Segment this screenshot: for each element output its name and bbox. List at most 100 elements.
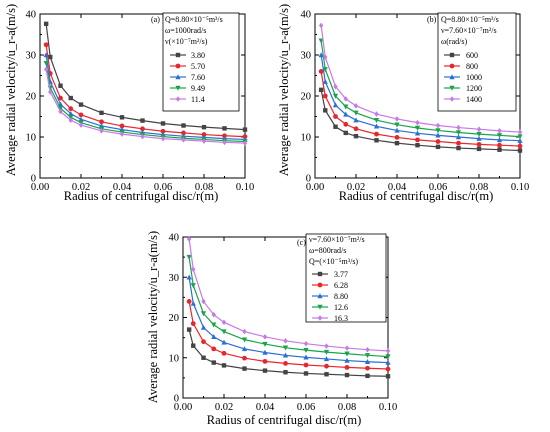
panel-b-series-5-point	[374, 111, 379, 117]
panel-b-series-1-point	[394, 140, 400, 146]
panel-b-ytick-label: 40	[301, 10, 312, 21]
panel-b-series-3-point	[343, 111, 349, 117]
panel-a-series-4-point	[43, 61, 49, 66]
panel-c-series-3-point	[211, 334, 217, 340]
panel-c-series-1-point	[221, 363, 227, 368]
panel-c-series-3-point	[364, 358, 371, 364]
panel-a-series-5-point	[242, 140, 248, 146]
panel-a-series-1-point	[181, 123, 186, 128]
panel-a-series-2-point	[181, 130, 186, 136]
panel-a-series-5-point	[119, 131, 125, 137]
panel-a-legend-marker-3	[175, 74, 181, 80]
panel-b-ylabel: Average radial velocity/u_r-a(m/s)	[277, 4, 291, 176]
panel-a-series-3-point	[78, 116, 84, 122]
panel-c-series-2-point	[190, 321, 196, 326]
panel-c-series-5-point	[385, 348, 391, 354]
panel-b-legend-label-5: 1400	[466, 95, 482, 104]
panel-c-series-5-point	[324, 343, 329, 349]
panel-c-series-3-point	[200, 324, 207, 330]
panel-a: Average radial velocity/u_r-a(m/s) Radiu…	[4, 4, 218, 203]
panel-a-xtick-label: 0.04	[113, 182, 132, 193]
panel-c-legend-label-2: 6.28	[334, 281, 348, 290]
panel-b-series-2-point	[353, 126, 359, 132]
panel-a-series-1-point	[160, 121, 166, 126]
panel-a-series-1-point	[99, 110, 104, 116]
panel-b-series-5-point	[343, 96, 348, 102]
panel-b-series-4-point	[414, 125, 421, 131]
panel-c-ytick-label: 0	[174, 394, 179, 405]
panel-a-series-5-point	[48, 89, 53, 95]
panel-b-series-5-point	[318, 22, 324, 29]
panel-a-ytick-label: 0	[31, 174, 36, 185]
panel-b-series-3-point	[332, 102, 339, 108]
panel-c-xlabel: Radius of centrifugal disc/r(m)	[207, 413, 361, 427]
panel-c-series-3-point	[385, 359, 391, 365]
panel-c-series-4-point	[186, 254, 192, 260]
panel-c-legend-label-5: 16.3	[334, 314, 348, 323]
panel-b-legend-header-1: Q=8.80×10⁻⁵m³/s	[441, 15, 499, 24]
panel-c-xtick-label: 0.00	[174, 402, 192, 413]
panel-c-legend-header-2: ω=800rad/s	[309, 246, 346, 255]
panel-b-legend: (b) Q=8.80×10⁻⁵m³/s ν=7.60×10⁻⁷m²/s ω(ra…	[427, 15, 499, 104]
panel-c-series-2-point	[344, 365, 350, 370]
panel-a-legend: (a) Q=8.80×10⁻⁵m³/s ω=1000rad/s ν(×10⁻⁷m…	[151, 15, 223, 104]
panel-a-legend-label-5: 11.4	[191, 95, 205, 104]
panel-a-xtick-label: 0.06	[154, 182, 172, 193]
panel-a-legend-label-3: 7.60	[191, 73, 205, 82]
panel-c-series-1-point	[324, 372, 329, 377]
panel-a-series-5-point	[222, 139, 227, 146]
panel-c-series-3-point	[241, 346, 248, 352]
panel-b-series-5-point	[435, 122, 441, 129]
panel-b-series-4-point	[394, 122, 400, 128]
panel-b-legend-box	[437, 12, 517, 112]
panel-c-series-1-line	[188, 329, 389, 377]
panel-c-series-2-point	[221, 350, 227, 356]
panel-a-legend-box	[162, 12, 240, 112]
panel-b-series-2-point	[497, 142, 502, 148]
panel-a-series-1-point	[201, 124, 207, 130]
panel-c-ytick-label: 10	[169, 353, 180, 364]
panel-a-series-5-point	[68, 117, 73, 123]
panel-b-ytick-label: 10	[301, 133, 312, 144]
panel-b-series-3-point	[496, 137, 503, 143]
panel-a-xlabel: Radius of centrifugal disc/r(m)	[64, 189, 218, 203]
panel-a-legend-marker-4	[175, 85, 181, 91]
panel-c-xtick-label: 0.10	[379, 402, 397, 413]
panel-b-ytick-label: 30	[301, 51, 312, 62]
panel-b-series-1-point	[318, 87, 324, 93]
panel-a-series-2-point	[43, 42, 49, 48]
panel-a-series-2-point	[78, 112, 84, 118]
panel-b-legend-marker-4	[449, 85, 455, 91]
panel-b-xtick-label: 0.10	[511, 182, 529, 193]
panel-a-series-4-point	[57, 106, 64, 112]
panel-b-series-4-point	[496, 133, 503, 139]
panel-b-series-5-point	[415, 119, 420, 126]
panel-c-series-4-point	[241, 337, 248, 343]
panel-b-series-4-point	[476, 131, 482, 137]
panel-c-series-2-point	[211, 346, 217, 352]
panel-c-series-5-point	[221, 319, 227, 326]
panel-b-series-3-point	[394, 127, 400, 133]
panel-c-series-2-point	[283, 360, 288, 366]
panel-b-series-1-point	[415, 143, 420, 148]
panel-a-series-2-point	[140, 126, 145, 132]
panel-c-series-3-point	[262, 349, 268, 355]
panel-b-series-1-point	[333, 124, 338, 129]
panel-a-series-2-point	[68, 106, 74, 112]
panel-b-series-1-point	[323, 108, 328, 113]
panel-a-xtick-label: 0.02	[72, 182, 90, 193]
panel-c-legend-label-4: 12.6	[334, 303, 348, 312]
panel-b-series-2-point	[456, 140, 461, 146]
panel-c-series-5-point	[242, 328, 247, 335]
panel-b-series-5-point	[517, 129, 523, 135]
panel-a-label: (a)	[151, 15, 160, 24]
panel-c-series-2-point	[186, 299, 192, 304]
panel-c-series-4-point	[364, 353, 371, 359]
panel-b-series-5-point	[456, 124, 461, 131]
panel-c-series-5-point	[303, 340, 309, 347]
panel-c-series-2-point	[262, 358, 268, 364]
panel-b-legend-marker-1	[449, 52, 455, 58]
panel-b-series-5-point	[476, 126, 482, 133]
panel-b-ytick-label: 0	[306, 174, 311, 185]
panel-c-series-3-point	[303, 354, 309, 360]
